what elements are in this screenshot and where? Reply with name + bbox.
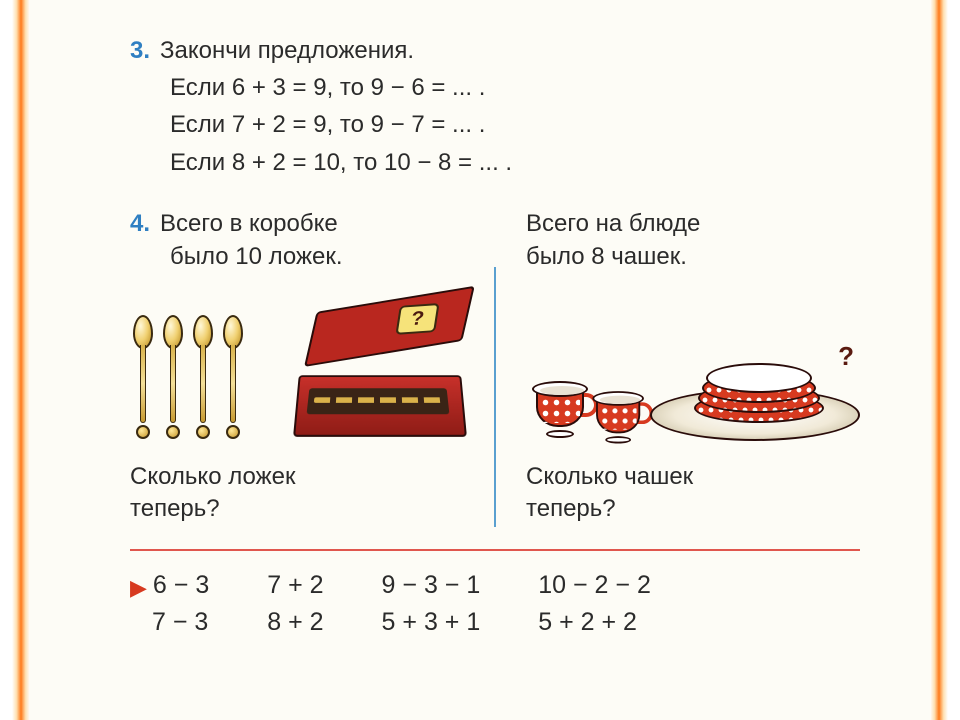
bottom-col-3: 9 − 3 − 1 5 + 3 + 1 [382, 567, 481, 642]
plate-icon: ? [650, 363, 860, 441]
bottom-expr: 9 − 3 − 1 [382, 567, 481, 605]
spoon-icon [220, 315, 246, 435]
spoon-icon [190, 315, 216, 435]
plate-question-label: ? [838, 341, 854, 372]
exercise-3-line-3: Если 8 + 2 = 10, то 10 − 8 = ... . [130, 144, 860, 181]
bottom-exercises: ▶6 − 3 7 − 3 7 + 2 8 + 2 9 − 3 − 1 5 + 3… [130, 567, 860, 642]
ex4-right-prompt-l2: было 8 чашек. [526, 243, 687, 270]
exercise-3-line-1: Если 6 + 3 = 9, то 9 − 6 = ... . [130, 69, 860, 106]
page-edge-left [0, 0, 30, 720]
ex4-left-question-l2: теперь? [130, 495, 220, 522]
page-edge-right [930, 0, 960, 720]
section-divider [130, 549, 860, 551]
ex4-left-prompt-l2: было 10 ложек. [130, 243, 343, 270]
ex4-left-question-l1: Сколько ложек [130, 463, 295, 490]
bottom-expr: 8 + 2 [267, 604, 323, 642]
bottom-expr: 10 − 2 − 2 [538, 567, 651, 605]
exercise-4-left: 4. Всего в коробке было 10 ложек. ? [130, 207, 464, 527]
exercise-4-number: 4. [130, 210, 150, 237]
bottom-expr: 5 + 2 + 2 [538, 604, 651, 642]
spoon-icon [160, 315, 186, 435]
spoon-icon [130, 315, 156, 435]
exercise-4: 4. Всего в коробке было 10 ложек. ? [130, 207, 860, 527]
cups-illustration: ? [526, 293, 860, 443]
bottom-expr: 5 + 3 + 1 [382, 604, 481, 642]
box-question-label: ? [395, 303, 439, 335]
ex4-left-prompt-l1: Всего в коробке [160, 210, 338, 237]
ex4-right-prompt-l1: Всего на блюде [526, 210, 700, 237]
cup-icon [530, 381, 594, 433]
marker-icon: ▶ [130, 571, 147, 604]
bottom-col-2: 7 + 2 8 + 2 [267, 567, 323, 642]
bottom-expr: 6 − 3 [153, 567, 209, 605]
spoon-box-icon: ? [296, 317, 464, 437]
exercise-3-number: 3. [130, 37, 150, 64]
spoons-illustration: ? [130, 293, 464, 443]
ex4-right-question-l2: теперь? [526, 495, 616, 522]
ex4-right-question-l1: Сколько чашек [526, 463, 693, 490]
exercise-3-title: Закончи предложения. [160, 37, 414, 64]
vertical-separator [494, 267, 496, 527]
bottom-expr: 7 − 3 [130, 604, 209, 642]
cup-icon [591, 391, 650, 439]
bottom-col-1: ▶6 − 3 7 − 3 [130, 567, 209, 642]
bottom-col-4: 10 − 2 − 2 5 + 2 + 2 [538, 567, 651, 642]
bottom-expr: 7 + 2 [267, 567, 323, 605]
exercise-4-right: Всего на блюде было 8 чашек. ? [526, 207, 860, 527]
page: 3. Закончи предложения. Если 6 + 3 = 9, т… [30, 0, 930, 720]
exercise-3-line-2: Если 7 + 2 = 9, то 9 − 7 = ... . [130, 106, 860, 143]
exercise-3: 3. Закончи предложения. Если 6 + 3 = 9, т… [130, 32, 860, 181]
